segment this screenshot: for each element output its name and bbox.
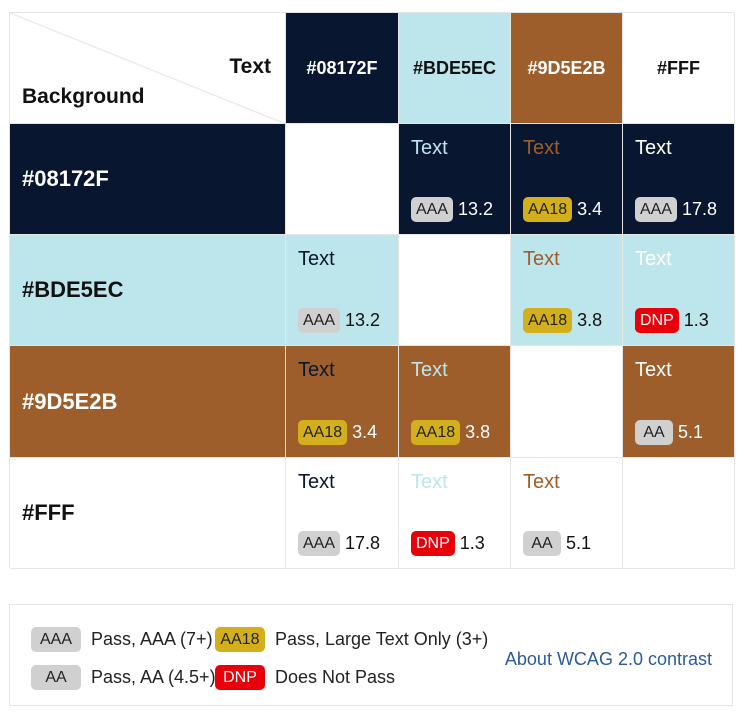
text-axis-label: Text — [229, 55, 271, 78]
contrast-cell: Text AA 5.1 — [623, 346, 735, 458]
legend: About WCAG 2.0 contrast AAA Pass, AAA (7+… — [9, 604, 733, 706]
sample-text: Text — [411, 359, 448, 381]
row-header: #FFF — [10, 458, 286, 569]
contrast-cell: Text DNP 1.3 — [399, 458, 511, 569]
rating-badge: AAA — [31, 627, 81, 652]
sample-text: Text — [298, 359, 335, 381]
column-header: #BDE5EC — [399, 13, 511, 124]
legend-item: AA18 Pass, Large Text Only (3+) — [215, 627, 488, 652]
contrast-ratio: 17.8 — [345, 533, 381, 553]
empty-cell — [286, 124, 399, 235]
contrast-ratio: 1.3 — [683, 310, 709, 330]
column-header: #08172F — [286, 13, 399, 124]
legend-description: Pass, AA (4.5+) — [91, 667, 216, 687]
rating-badge: DNP — [215, 665, 265, 690]
contrast-ratio: 1.3 — [459, 533, 485, 553]
contrast-cell: Text AAA 13.2 — [399, 124, 511, 235]
contrast-cell: Text AA18 3.4 — [511, 124, 623, 235]
empty-cell — [399, 235, 511, 346]
contrast-cell: Text AAA 17.8 — [286, 458, 399, 569]
rating: AAA 17.8 — [635, 197, 717, 222]
contrast-ratio: 5.1 — [566, 533, 592, 553]
rating: AAA 13.2 — [411, 197, 493, 222]
legend-item: DNP Does Not Pass — [215, 665, 395, 690]
contrast-ratio: 3.8 — [577, 310, 603, 330]
rating-badge: AAA — [298, 308, 341, 333]
rating-badge: AAA — [635, 197, 678, 222]
rating: AA18 3.8 — [523, 308, 602, 333]
contrast-ratio: 3.4 — [352, 422, 378, 442]
contrast-cell: Text AAA 17.8 — [623, 124, 735, 235]
legend-description: Pass, Large Text Only (3+) — [275, 629, 489, 649]
legend-item: AA Pass, AA (4.5+) — [31, 665, 216, 690]
sample-text: Text — [523, 471, 560, 493]
background-axis-label: Background — [22, 85, 145, 108]
corner-header: Text Background — [10, 13, 286, 124]
sample-text: Text — [635, 359, 672, 381]
rating-badge: AA18 — [523, 308, 573, 333]
rating-badge: AA — [31, 665, 81, 690]
contrast-ratio: 3.4 — [577, 199, 603, 219]
legend-description: Does Not Pass — [275, 667, 396, 687]
row-header: #9D5E2B — [10, 346, 286, 458]
sample-text: Text — [411, 137, 448, 159]
rating: AA18 3.4 — [298, 420, 377, 445]
sample-text: Text — [411, 471, 448, 493]
sample-text: Text — [523, 248, 560, 270]
rating-badge: AAA — [298, 531, 341, 556]
contrast-ratio: 13.2 — [345, 310, 381, 330]
legend-item: AAA Pass, AAA (7+) — [31, 627, 213, 652]
column-header: #FFF — [623, 13, 735, 124]
diagonal-divider — [10, 13, 285, 123]
rating: AAA 13.2 — [298, 308, 380, 333]
sample-text: Text — [635, 137, 672, 159]
rating-badge: AA18 — [523, 197, 573, 222]
contrast-cell: Text AA18 3.4 — [286, 346, 399, 458]
contrast-cell: Text AA 5.1 — [511, 458, 623, 569]
sample-text: Text — [298, 471, 335, 493]
rating: AA18 3.4 — [523, 197, 602, 222]
contrast-ratio: 17.8 — [682, 199, 718, 219]
rating-badge: AA18 — [298, 420, 348, 445]
column-header: #9D5E2B — [511, 13, 623, 124]
contrast-ratio: 3.8 — [465, 422, 491, 442]
rating-badge: AA — [635, 420, 673, 445]
wcag-about-link[interactable]: About WCAG 2.0 contrast — [504, 649, 712, 669]
rating: AA 5.1 — [635, 420, 703, 445]
contrast-ratio: 13.2 — [458, 199, 494, 219]
rating: AAA 17.8 — [298, 531, 380, 556]
rating-badge: AA18 — [411, 420, 461, 445]
rating: DNP 1.3 — [411, 531, 485, 556]
contrast-cell: Text AA18 3.8 — [399, 346, 511, 458]
contrast-cell: Text AA18 3.8 — [511, 235, 623, 346]
row-header: #08172F — [10, 124, 286, 235]
sample-text: Text — [523, 137, 560, 159]
contrast-grid: Text Background #08172F #BDE5EC #9D5E2B #FF… — [9, 12, 735, 569]
sample-text: Text — [298, 248, 335, 270]
rating-badge: AA18 — [215, 627, 265, 652]
rating: DNP 1.3 — [635, 308, 709, 333]
contrast-ratio: 5.1 — [678, 422, 704, 442]
rating-badge: AA — [523, 531, 561, 556]
contrast-cell: Text DNP 1.3 — [623, 235, 735, 346]
rating-badge: DNP — [411, 531, 455, 556]
empty-cell — [511, 346, 623, 458]
row-header: #BDE5EC — [10, 235, 286, 346]
empty-cell — [623, 458, 735, 569]
sample-text: Text — [635, 248, 672, 270]
rating-badge: DNP — [635, 308, 679, 333]
contrast-cell: Text AAA 13.2 — [286, 235, 399, 346]
rating: AA18 3.8 — [411, 420, 490, 445]
rating: AA 5.1 — [523, 531, 591, 556]
rating-badge: AAA — [411, 197, 454, 222]
legend-description: Pass, AAA (7+) — [91, 629, 213, 649]
